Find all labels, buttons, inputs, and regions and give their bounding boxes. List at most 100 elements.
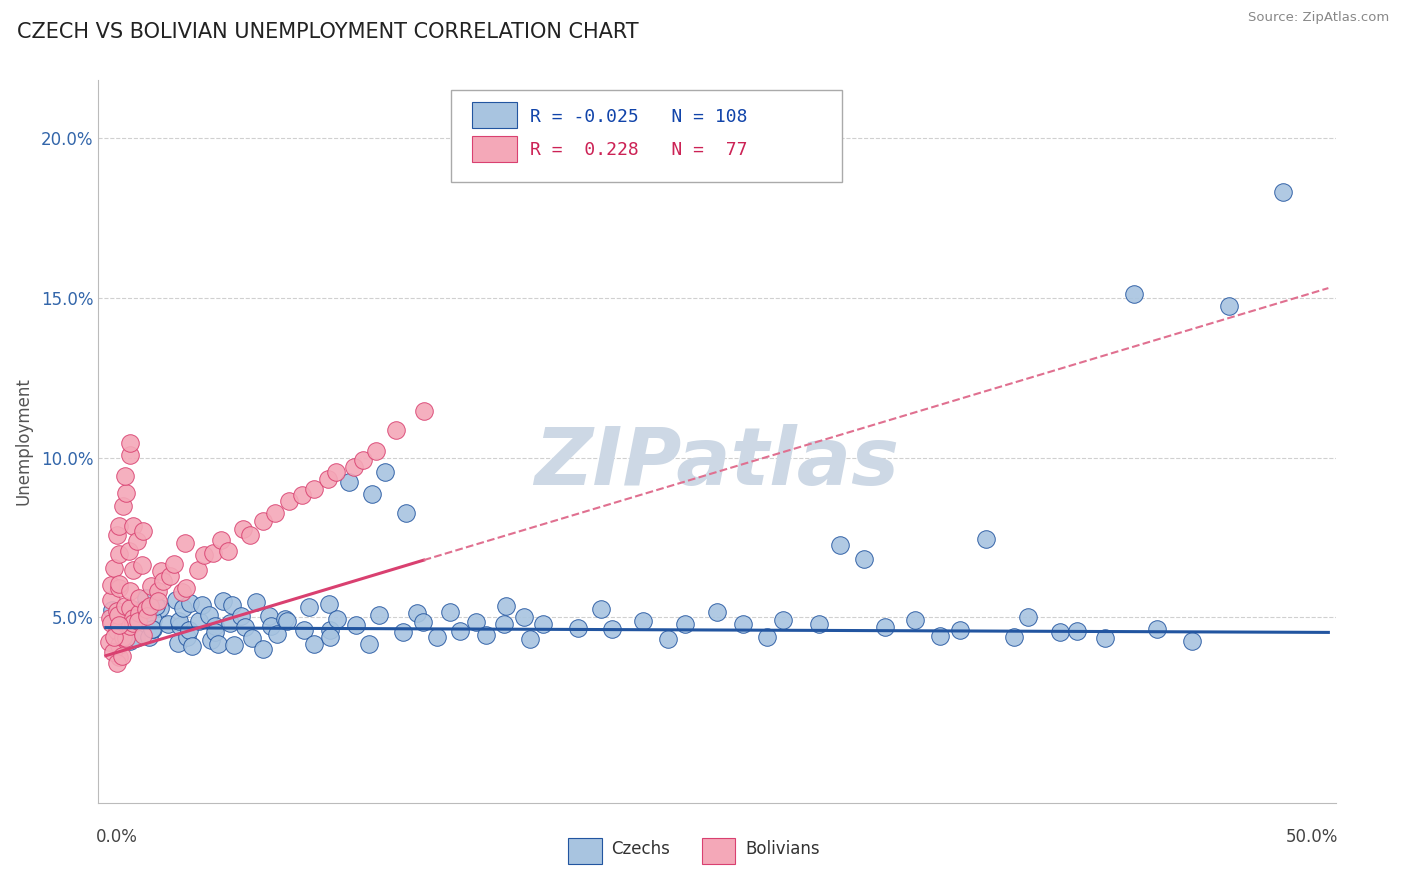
Point: [352, 453, 374, 467]
Point: [1218, 299, 1240, 313]
Point: [426, 630, 449, 644]
Point: [135, 614, 157, 628]
Point: [755, 630, 778, 644]
Point: [495, 599, 517, 613]
Point: [108, 577, 131, 591]
Point: [591, 602, 613, 616]
Point: [107, 618, 129, 632]
Point: [125, 534, 148, 549]
Point: [187, 563, 209, 577]
Point: [364, 444, 387, 458]
Point: [177, 623, 200, 637]
Point: [107, 622, 129, 636]
Point: [120, 601, 142, 615]
Point: [221, 598, 243, 612]
Point: [115, 486, 138, 500]
Point: [359, 637, 381, 651]
Point: [172, 600, 194, 615]
Point: [602, 622, 624, 636]
Point: [219, 615, 242, 630]
Point: [135, 608, 157, 623]
Point: [148, 593, 170, 607]
Point: [200, 632, 222, 647]
Point: [165, 592, 187, 607]
Point: [392, 625, 415, 640]
Point: [339, 475, 361, 490]
Point: [110, 627, 132, 641]
Point: [105, 624, 128, 638]
Text: Czechs: Czechs: [612, 840, 671, 858]
Point: [240, 632, 263, 646]
Point: [118, 624, 141, 638]
Point: [114, 469, 136, 483]
Point: [103, 630, 125, 644]
Point: [128, 591, 150, 605]
Point: [325, 612, 347, 626]
Point: [101, 603, 124, 617]
Point: [949, 623, 972, 637]
Point: [772, 613, 794, 627]
Point: [239, 528, 262, 542]
Point: [567, 621, 589, 635]
Point: [118, 584, 141, 599]
Point: [492, 617, 515, 632]
Point: [439, 605, 461, 619]
Point: [107, 608, 129, 623]
Point: [260, 618, 283, 632]
Point: [111, 648, 134, 663]
Point: [105, 657, 128, 671]
Point: [131, 524, 153, 539]
Point: [232, 522, 254, 536]
Point: [976, 533, 998, 547]
Point: [731, 616, 754, 631]
Y-axis label: Unemployment: Unemployment: [14, 377, 32, 506]
Point: [449, 624, 471, 638]
Point: [114, 599, 136, 613]
Point: [631, 614, 654, 628]
Point: [201, 546, 224, 560]
Point: [318, 472, 340, 486]
Point: [125, 631, 148, 645]
Point: [120, 633, 142, 648]
Point: [319, 631, 342, 645]
Point: [519, 632, 541, 647]
Point: [252, 514, 274, 528]
Point: [118, 436, 141, 450]
Point: [512, 610, 534, 624]
Point: [149, 564, 172, 578]
Point: [139, 579, 162, 593]
Point: [107, 548, 129, 562]
Point: [1017, 610, 1039, 624]
Point: [141, 622, 163, 636]
Point: [174, 581, 197, 595]
Point: [107, 607, 129, 622]
Point: [174, 536, 197, 550]
Point: [224, 638, 246, 652]
Point: [245, 595, 267, 609]
Point: [159, 569, 181, 583]
Point: [193, 548, 215, 562]
Point: [302, 482, 325, 496]
Point: [292, 624, 315, 638]
Point: [266, 627, 288, 641]
Point: [830, 538, 852, 552]
Point: [135, 610, 157, 624]
Point: [121, 610, 143, 624]
Point: [929, 629, 952, 643]
Point: [112, 500, 135, 514]
Point: [807, 617, 830, 632]
Point: [105, 604, 128, 618]
Point: [412, 615, 434, 630]
Point: [406, 606, 429, 620]
Point: [176, 630, 198, 644]
Point: [274, 611, 297, 625]
Point: [114, 610, 136, 624]
Point: [531, 617, 554, 632]
Point: [118, 601, 141, 615]
Point: [117, 544, 139, 558]
Point: [852, 552, 875, 566]
Point: [122, 616, 145, 631]
Point: [257, 609, 280, 624]
Point: [1002, 630, 1025, 644]
Point: [465, 615, 488, 630]
